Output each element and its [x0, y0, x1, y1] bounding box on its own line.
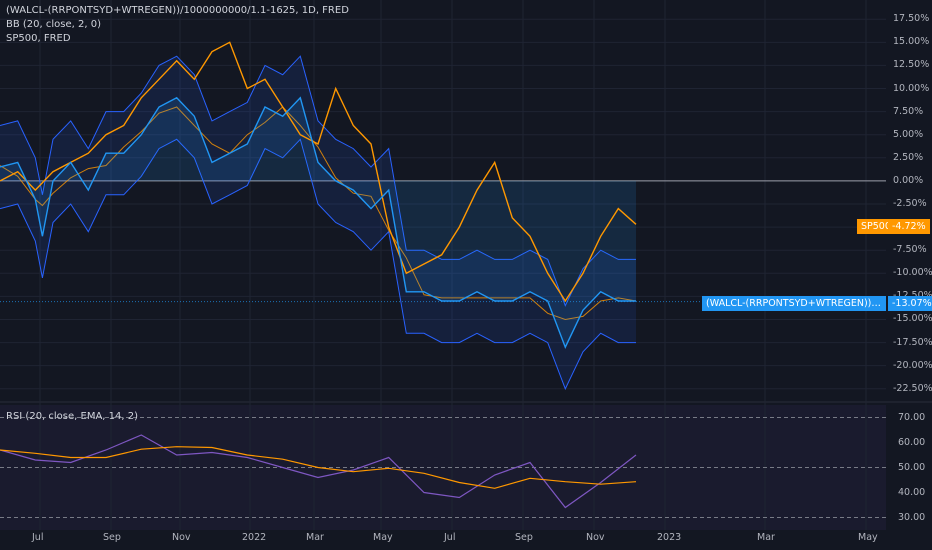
price-axis-label: 7.50%: [893, 105, 924, 117]
main-series-tag-label: (WALCL-(RRPONTSYD+WTREGEN))/1000000000..…: [702, 296, 886, 311]
bb-upper-line: [0, 55, 636, 307]
rsi-axis-label: 30.00: [898, 511, 926, 523]
time-axis-label: Sep: [103, 532, 121, 543]
price-axis-label: -2.50%: [893, 198, 927, 209]
time-axis-label: Jul: [444, 532, 456, 543]
bb-basis-line: [0, 106, 637, 321]
price-axis-label: -10.00%: [893, 267, 932, 279]
time-axis-label: Nov: [172, 532, 191, 543]
rsi-line: [0, 434, 637, 509]
main-pane: [0, 0, 886, 400]
legend-sp500[interactable]: SP500, FRED: [6, 33, 71, 44]
rsi-axis-label: 40.00: [898, 486, 926, 498]
price-axis-label: 17.50%: [893, 13, 930, 25]
time-axis-label: 2022: [242, 532, 267, 543]
time-axis-label: Jul: [32, 532, 44, 543]
price-axis-label: 5.00%: [893, 128, 924, 140]
price-axis-label: -12.50%: [893, 290, 932, 301]
time-axis-label: May: [373, 532, 393, 543]
price-axis-label: 12.50%: [893, 59, 930, 71]
time-axis-label: 2023: [657, 532, 682, 543]
main-series-tag-value: -13.07%: [888, 296, 932, 311]
price-axis-label: -7.50%: [893, 244, 927, 256]
price-axis-label: -22.50%: [893, 382, 932, 394]
sp500-tag-label: SP500: [857, 219, 895, 234]
price-axis-label: -15.00%: [893, 313, 932, 325]
legend-main-series[interactable]: (WALCL-(RRPONTSYD+WTREGEN))/1000000000/1…: [6, 5, 349, 16]
price-axis-label: 0.00%: [893, 174, 924, 186]
time-axis-label: Mar: [306, 532, 324, 543]
time-axis-label: May: [858, 532, 878, 543]
time-axis-label: Nov: [586, 532, 605, 543]
price-axis-label: 2.50%: [893, 151, 924, 163]
time-axis-label: Mar: [757, 532, 775, 543]
price-axis-label: -20.00%: [893, 359, 932, 371]
legend-rsi[interactable]: RSI (20, close, EMA, 14, 2): [6, 411, 139, 422]
bb-lower-line: [0, 138, 636, 391]
rsi-axis-label: 60.00: [898, 436, 926, 448]
rsi-axis-label: 50.00: [898, 461, 926, 473]
time-axis-label: Sep: [515, 532, 533, 543]
legend-bollinger-bands[interactable]: BB (20, close, 2, 0): [6, 19, 101, 30]
main-series-area: [0, 97, 636, 348]
price-axis-label: 15.00%: [893, 36, 930, 48]
rsi-ma-line: [0, 446, 637, 489]
main-series-line: [0, 96, 636, 349]
rsi-axis-label: 70.00: [898, 411, 926, 423]
sp500-line: [0, 41, 637, 303]
price-axis-label: 10.00%: [893, 82, 930, 94]
sp500-tag-value: -4.72%: [888, 219, 930, 234]
price-axis-label: -17.50%: [893, 336, 932, 348]
bb-fill: [0, 56, 636, 389]
